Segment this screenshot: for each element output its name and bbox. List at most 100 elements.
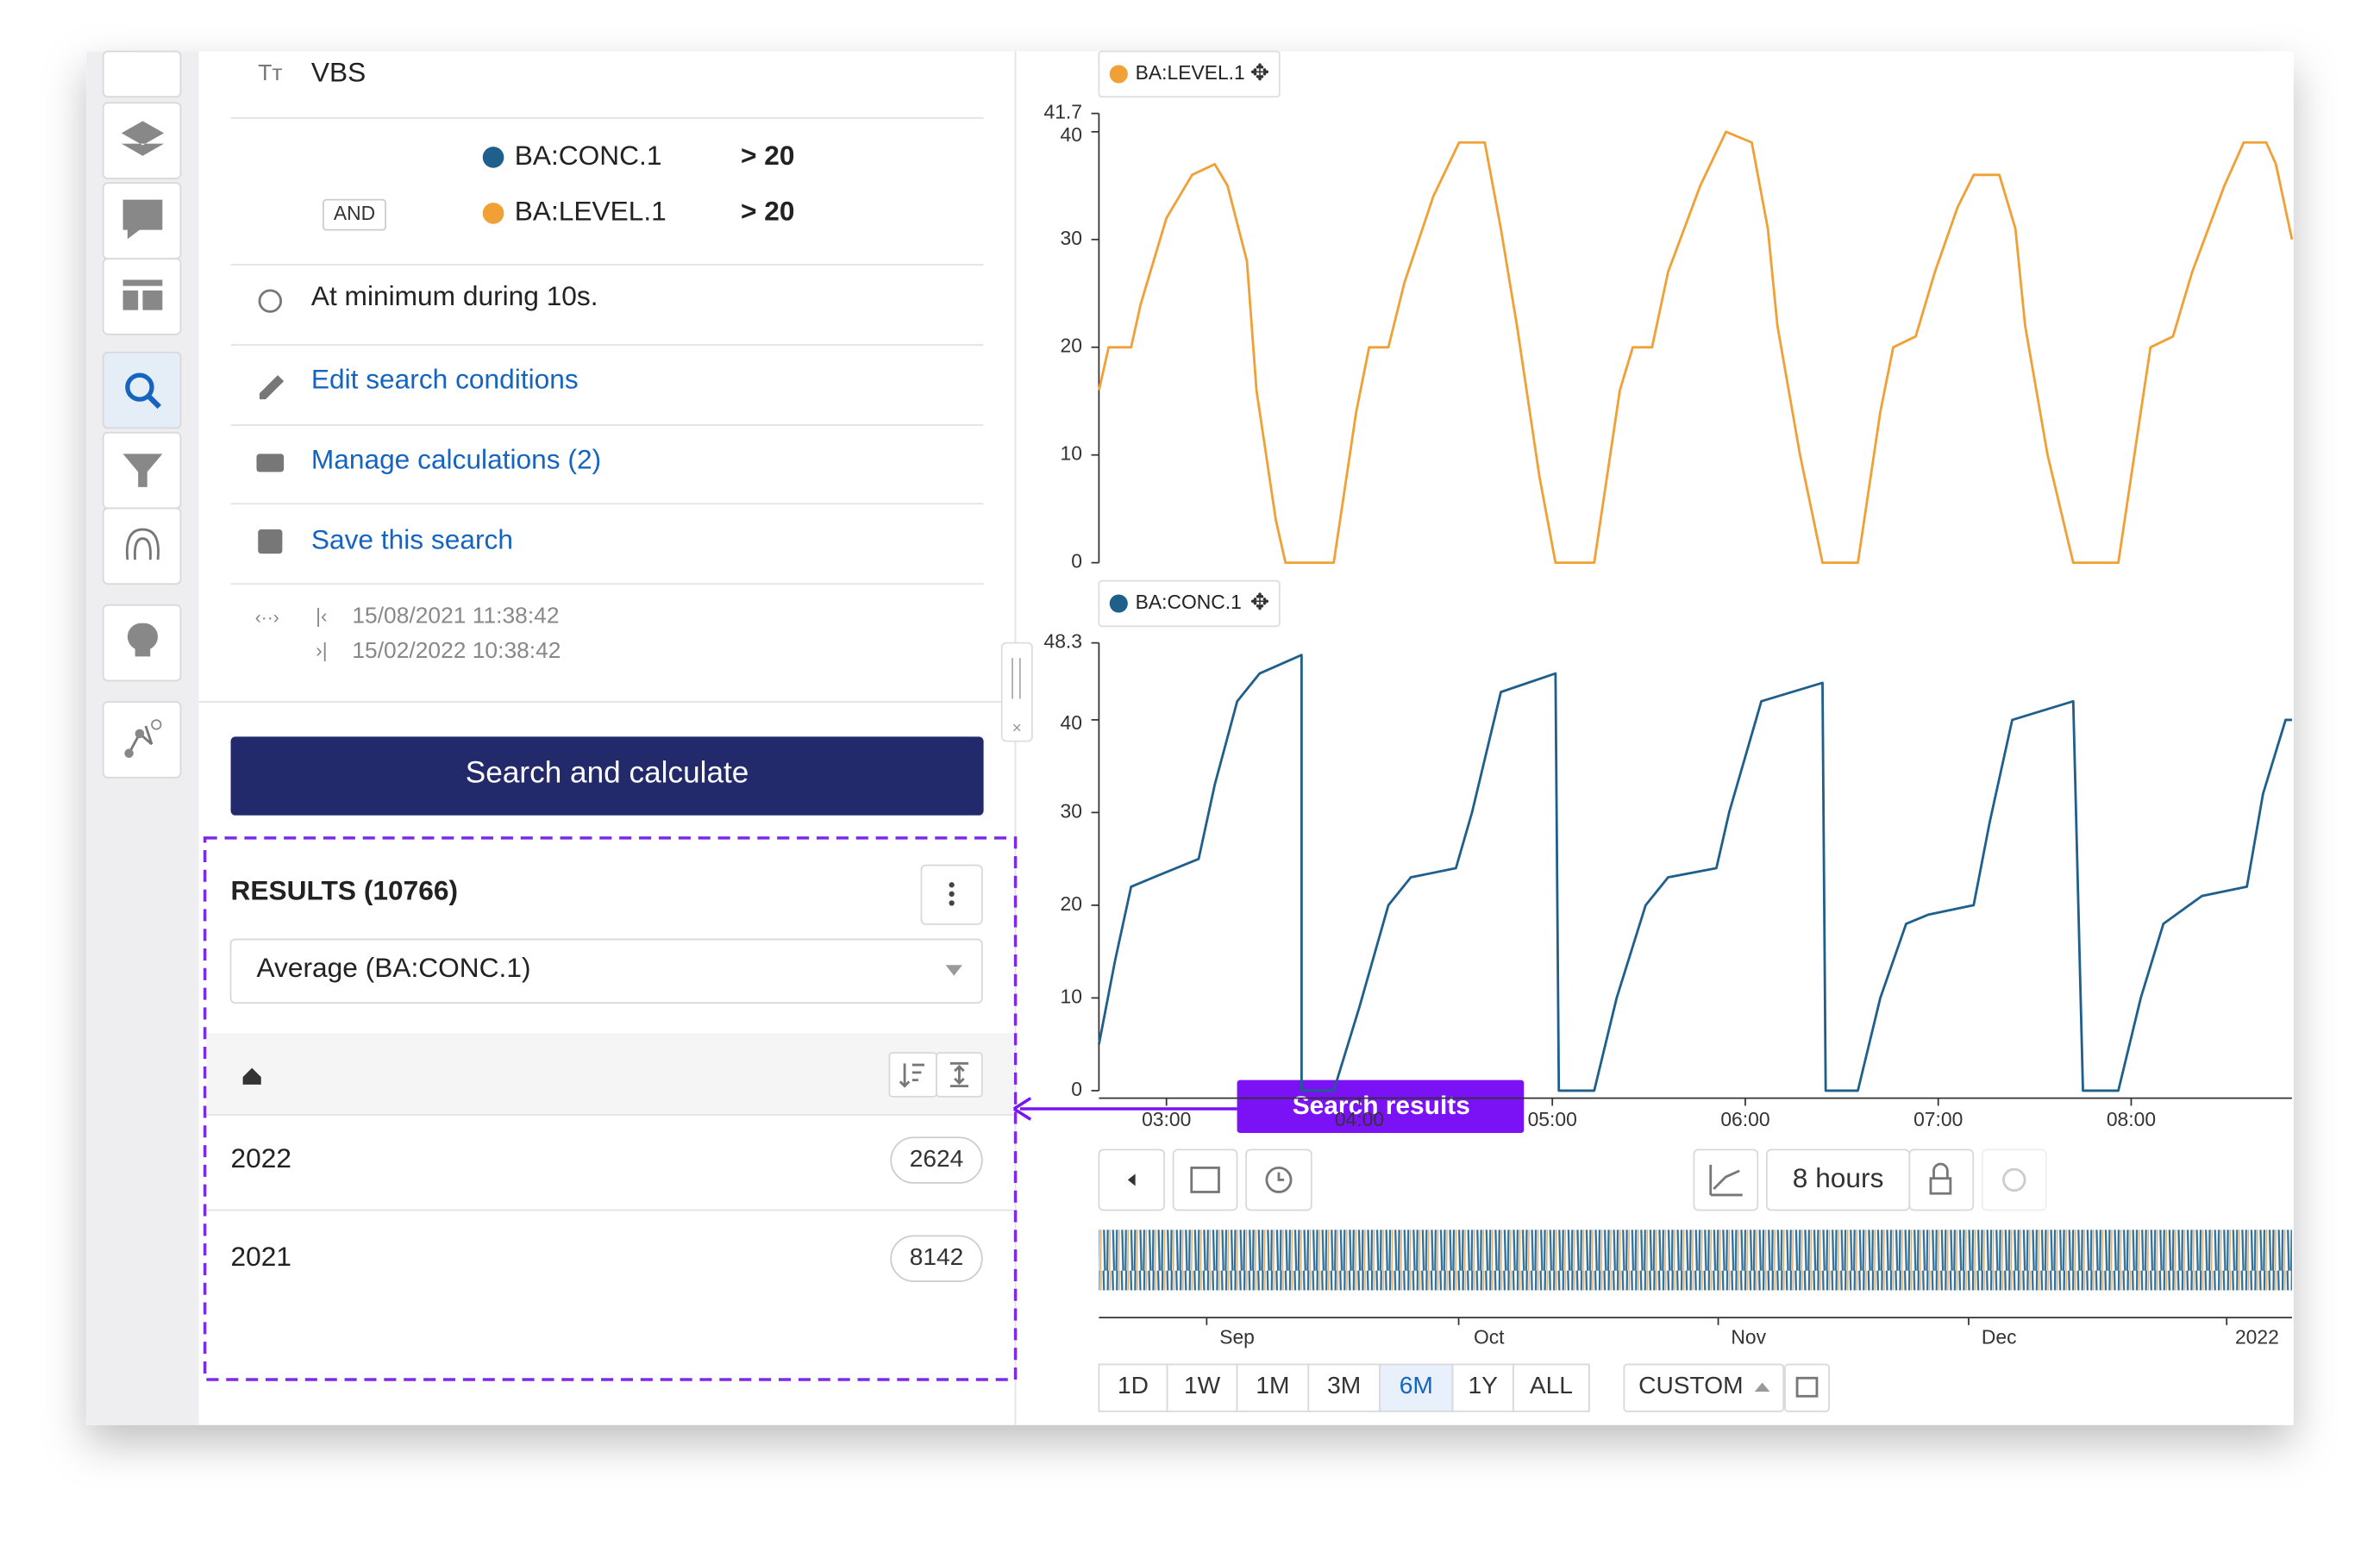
- svg-text:×: ×: [1012, 720, 1022, 738]
- range-label[interactable]: 1D: [1118, 1372, 1149, 1399]
- x-tick-label: 06:00: [1720, 1108, 1769, 1130]
- row-count: 2624: [910, 1145, 964, 1172]
- range-icon: ‹··›: [255, 608, 279, 628]
- save-icon: [258, 529, 283, 554]
- edit-icon: [259, 375, 285, 400]
- legend-label: BA:CONC.1: [1136, 591, 1242, 613]
- results-rows: 2022 2624 2021 8142: [231, 1136, 983, 1282]
- sidebar-icons[interactable]: [102, 50, 182, 779]
- y-max-label: 48.3: [1044, 630, 1083, 653]
- y-tick-label: 0: [1071, 1078, 1082, 1100]
- y-tick-label: 10: [1061, 442, 1082, 465]
- range-button[interactable]: [1098, 1363, 1168, 1412]
- legend-dot: [1109, 65, 1128, 84]
- row-label[interactable]: 2021: [231, 1241, 291, 1272]
- y-tick-label: 10: [1061, 985, 1082, 1007]
- navigator-overview[interactable]: [1099, 1230, 2292, 1291]
- nav-label: Nov: [1731, 1326, 1766, 1349]
- range-button[interactable]: [1513, 1363, 1590, 1412]
- aggregate-value[interactable]: Average (BA:CONC.1): [256, 952, 530, 983]
- history-button[interactable]: [1981, 1148, 2047, 1211]
- y-tick-label: 40: [1061, 123, 1082, 146]
- aggregate-select[interactable]: [229, 938, 983, 1004]
- search-button[interactable]: [230, 736, 984, 816]
- home-icon[interactable]: [242, 1067, 261, 1085]
- signal-dot: [482, 147, 504, 168]
- x-tick-label: 05:00: [1528, 1108, 1577, 1130]
- timer-icon: [258, 289, 283, 313]
- series-line: [1098, 130, 2294, 565]
- move-icon: ✥: [1250, 59, 1269, 85]
- range-label[interactable]: 3M: [1327, 1372, 1361, 1399]
- custom-label[interactable]: CUSTOM: [1638, 1372, 1743, 1399]
- end-icon: ›|: [316, 639, 328, 661]
- caret: [945, 965, 962, 976]
- connector-box: [323, 198, 386, 231]
- range-label[interactable]: 1W: [1184, 1372, 1221, 1399]
- x-tick-label: 04:00: [1335, 1108, 1384, 1130]
- condition-threshold: > 20: [741, 140, 795, 171]
- signal-dot: [482, 203, 504, 224]
- range-buttons[interactable]: 1D 1W 1M 3M 6M 1Y ALL: [1098, 1363, 1590, 1412]
- condition-signal: BA:LEVEL.1: [515, 196, 667, 227]
- x-tick-label: 03:00: [1142, 1108, 1191, 1130]
- action-link[interactable]: Edit search conditions: [311, 363, 579, 394]
- range-button[interactable]: [1307, 1363, 1381, 1412]
- row-count: 8142: [910, 1243, 964, 1270]
- navigator-labels: Sep Oct Nov Dec 2022: [1206, 1317, 2279, 1349]
- y-max-label: 41.7: [1044, 101, 1083, 123]
- annotation-label: Search results: [1293, 1092, 1470, 1120]
- x-tick-label: 08:00: [2107, 1108, 2156, 1130]
- range-start: 15/08/2021 11:38:42: [352, 603, 559, 629]
- search-button-label[interactable]: Search and calculate: [466, 756, 749, 790]
- range-button[interactable]: [1236, 1363, 1310, 1412]
- range-label[interactable]: 1M: [1256, 1372, 1289, 1399]
- range-end: 15/02/2022 10:38:42: [352, 637, 561, 663]
- row-label[interactable]: 2022: [231, 1142, 291, 1173]
- condition-threshold: > 20: [741, 196, 795, 227]
- duration: At minimum during 10s.: [311, 280, 598, 311]
- y-tick-label: 20: [1061, 892, 1082, 915]
- move-icon: ✥: [1250, 589, 1269, 615]
- count-badge: [890, 1235, 983, 1282]
- legend-dot: [1109, 594, 1128, 613]
- y-tick-label: 40: [1061, 711, 1082, 734]
- legend-chip[interactable]: [1098, 50, 1281, 98]
- range-label[interactable]: 6M: [1400, 1372, 1433, 1399]
- keyboard-icon: [256, 454, 285, 472]
- condition-signal: BA:CONC.1: [515, 140, 662, 171]
- results-title: RESULTS (10766): [231, 874, 458, 905]
- y-tick-label: 20: [1061, 335, 1082, 357]
- start-icon: |‹: [316, 604, 328, 627]
- nav-label: Oct: [1474, 1326, 1505, 1349]
- annotation-badge: [1237, 1080, 1525, 1134]
- count-badge: [890, 1136, 983, 1184]
- lock-button[interactable]: [1908, 1148, 1975, 1211]
- range-label[interactable]: ALL: [1530, 1372, 1573, 1399]
- nav-label: Sep: [1219, 1326, 1255, 1349]
- custom-button[interactable]: [1623, 1363, 1785, 1412]
- resize-handle[interactable]: [1000, 641, 1033, 742]
- range-label[interactable]: 1Y: [1468, 1372, 1498, 1399]
- sort-button[interactable]: [888, 1052, 937, 1098]
- series-line: [1098, 654, 2292, 1092]
- legend-chip[interactable]: [1098, 579, 1281, 628]
- chart-button[interactable]: [1693, 1148, 1759, 1211]
- legend-label: BA:LEVEL.1: [1136, 61, 1245, 84]
- y-tick-label: 30: [1061, 227, 1082, 249]
- y-tick-label: 0: [1071, 550, 1082, 573]
- fit-button[interactable]: [1784, 1363, 1830, 1412]
- condition-connector: AND: [334, 202, 375, 224]
- nav-label: Dec: [1982, 1326, 2017, 1349]
- calendar-button[interactable]: [1172, 1148, 1238, 1211]
- results-header: [206, 1033, 1014, 1115]
- window-size[interactable]: 8 hours: [1793, 1162, 1884, 1193]
- range-button[interactable]: [1451, 1363, 1514, 1412]
- y-tick-label: 30: [1061, 799, 1082, 822]
- action-link[interactable]: Manage calculations (2): [311, 443, 601, 474]
- action-link[interactable]: Save this search: [311, 523, 513, 554]
- x-tick-label: 07:00: [1913, 1108, 1963, 1130]
- search-name: VBS: [311, 56, 366, 87]
